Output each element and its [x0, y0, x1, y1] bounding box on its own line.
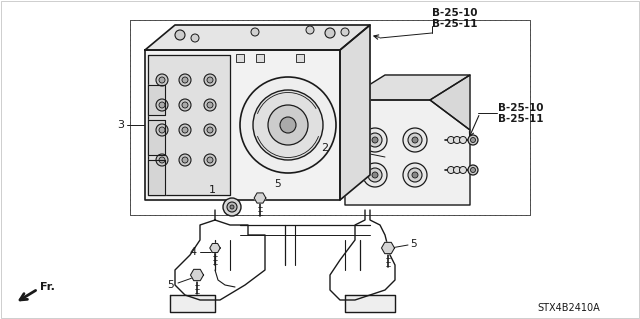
Polygon shape: [345, 100, 470, 205]
Bar: [236, 54, 244, 62]
Circle shape: [175, 30, 185, 40]
Circle shape: [372, 172, 378, 178]
Polygon shape: [381, 242, 394, 254]
Polygon shape: [430, 75, 470, 130]
Text: 2: 2: [321, 143, 328, 153]
Polygon shape: [148, 160, 165, 195]
Circle shape: [447, 167, 454, 174]
Circle shape: [159, 157, 165, 163]
Circle shape: [372, 137, 378, 143]
Polygon shape: [145, 25, 370, 50]
Circle shape: [368, 168, 382, 182]
Text: Fr.: Fr.: [40, 282, 55, 292]
Bar: [256, 54, 264, 62]
Polygon shape: [170, 295, 215, 312]
Polygon shape: [148, 55, 230, 195]
Text: 5: 5: [410, 239, 417, 249]
Circle shape: [179, 124, 191, 136]
Circle shape: [280, 117, 296, 133]
Circle shape: [341, 28, 349, 36]
Circle shape: [363, 128, 387, 152]
Circle shape: [159, 127, 165, 133]
Polygon shape: [345, 75, 470, 100]
Circle shape: [204, 99, 216, 111]
Circle shape: [204, 154, 216, 166]
Polygon shape: [148, 85, 165, 115]
Circle shape: [159, 102, 165, 108]
Text: STX4B2410A: STX4B2410A: [537, 303, 600, 313]
Circle shape: [230, 205, 234, 209]
Text: 1: 1: [209, 185, 216, 195]
Circle shape: [182, 77, 188, 83]
Circle shape: [253, 90, 323, 160]
Circle shape: [156, 154, 168, 166]
Text: 5: 5: [168, 280, 174, 290]
Circle shape: [306, 26, 314, 34]
Circle shape: [179, 154, 191, 166]
Circle shape: [179, 99, 191, 111]
Text: B-25-11: B-25-11: [432, 19, 477, 29]
Circle shape: [207, 127, 213, 133]
Circle shape: [207, 102, 213, 108]
Circle shape: [223, 198, 241, 216]
Circle shape: [363, 163, 387, 187]
Circle shape: [368, 133, 382, 147]
Circle shape: [156, 124, 168, 136]
Circle shape: [325, 28, 335, 38]
Circle shape: [240, 77, 336, 173]
Circle shape: [182, 127, 188, 133]
Circle shape: [207, 77, 213, 83]
Circle shape: [460, 137, 467, 144]
Circle shape: [447, 137, 454, 144]
Circle shape: [468, 165, 478, 175]
Polygon shape: [254, 193, 266, 203]
Text: 5: 5: [274, 179, 280, 189]
Text: B-25-11: B-25-11: [498, 114, 543, 124]
Text: B-25-10: B-25-10: [432, 8, 477, 18]
Circle shape: [182, 102, 188, 108]
Circle shape: [412, 172, 418, 178]
Circle shape: [454, 167, 461, 174]
Circle shape: [412, 137, 418, 143]
Bar: [296, 54, 304, 62]
Circle shape: [159, 77, 165, 83]
Circle shape: [460, 167, 467, 174]
Circle shape: [207, 157, 213, 163]
Circle shape: [468, 135, 478, 145]
Text: 4: 4: [190, 247, 197, 257]
Circle shape: [179, 74, 191, 86]
Circle shape: [403, 128, 427, 152]
Circle shape: [403, 163, 427, 187]
Circle shape: [156, 99, 168, 111]
Circle shape: [156, 74, 168, 86]
Text: 3: 3: [117, 120, 124, 130]
Circle shape: [204, 74, 216, 86]
Circle shape: [268, 105, 308, 145]
Polygon shape: [340, 25, 370, 200]
Text: B-25-10: B-25-10: [498, 103, 543, 113]
Circle shape: [227, 202, 237, 212]
Circle shape: [408, 133, 422, 147]
Circle shape: [470, 167, 476, 173]
Circle shape: [204, 124, 216, 136]
Circle shape: [470, 137, 476, 143]
Circle shape: [182, 157, 188, 163]
Polygon shape: [148, 120, 165, 155]
Polygon shape: [145, 50, 340, 200]
Polygon shape: [345, 295, 395, 312]
Polygon shape: [210, 243, 220, 253]
Polygon shape: [191, 269, 204, 281]
Circle shape: [408, 168, 422, 182]
Circle shape: [454, 137, 461, 144]
Circle shape: [191, 34, 199, 42]
Circle shape: [251, 28, 259, 36]
